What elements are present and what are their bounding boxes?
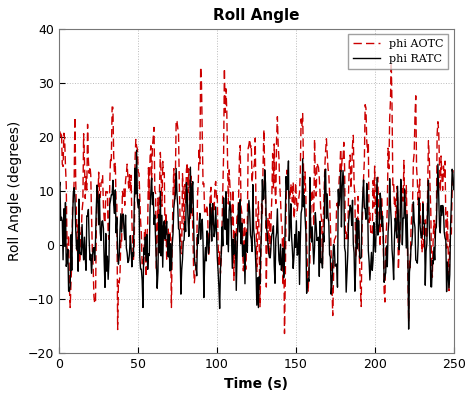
Title: Roll Angle: Roll Angle [213, 8, 300, 23]
phi AOTC [246, 142, 252, 147]
phi RATC [406, 327, 411, 332]
Legend: phi AOTC, phi RATC: phi AOTC, phi RATC [348, 34, 448, 69]
phi AOTC [443, 218, 449, 223]
phi RATC [443, 238, 449, 243]
phi RATC [134, 148, 139, 152]
phi AOTC [56, 130, 62, 134]
phi RATC [245, 250, 250, 255]
phi RATC [292, 232, 298, 237]
phi AOTC [292, 206, 298, 211]
phi AOTC [282, 331, 287, 336]
phi RATC [56, 186, 62, 191]
Line: phi AOTC: phi AOTC [59, 62, 454, 334]
X-axis label: Time (s): Time (s) [224, 377, 288, 391]
phi AOTC [244, 229, 249, 233]
phi AOTC [451, 168, 456, 173]
phi AOTC [388, 60, 394, 65]
phi RATC [271, 223, 276, 228]
phi RATC [451, 187, 456, 192]
Y-axis label: Roll Angle (degrees): Roll Angle (degrees) [9, 121, 22, 261]
phi AOTC [381, 245, 386, 250]
phi RATC [381, 235, 386, 240]
phi RATC [247, 209, 253, 214]
Line: phi RATC: phi RATC [59, 150, 454, 329]
phi AOTC [270, 151, 275, 156]
